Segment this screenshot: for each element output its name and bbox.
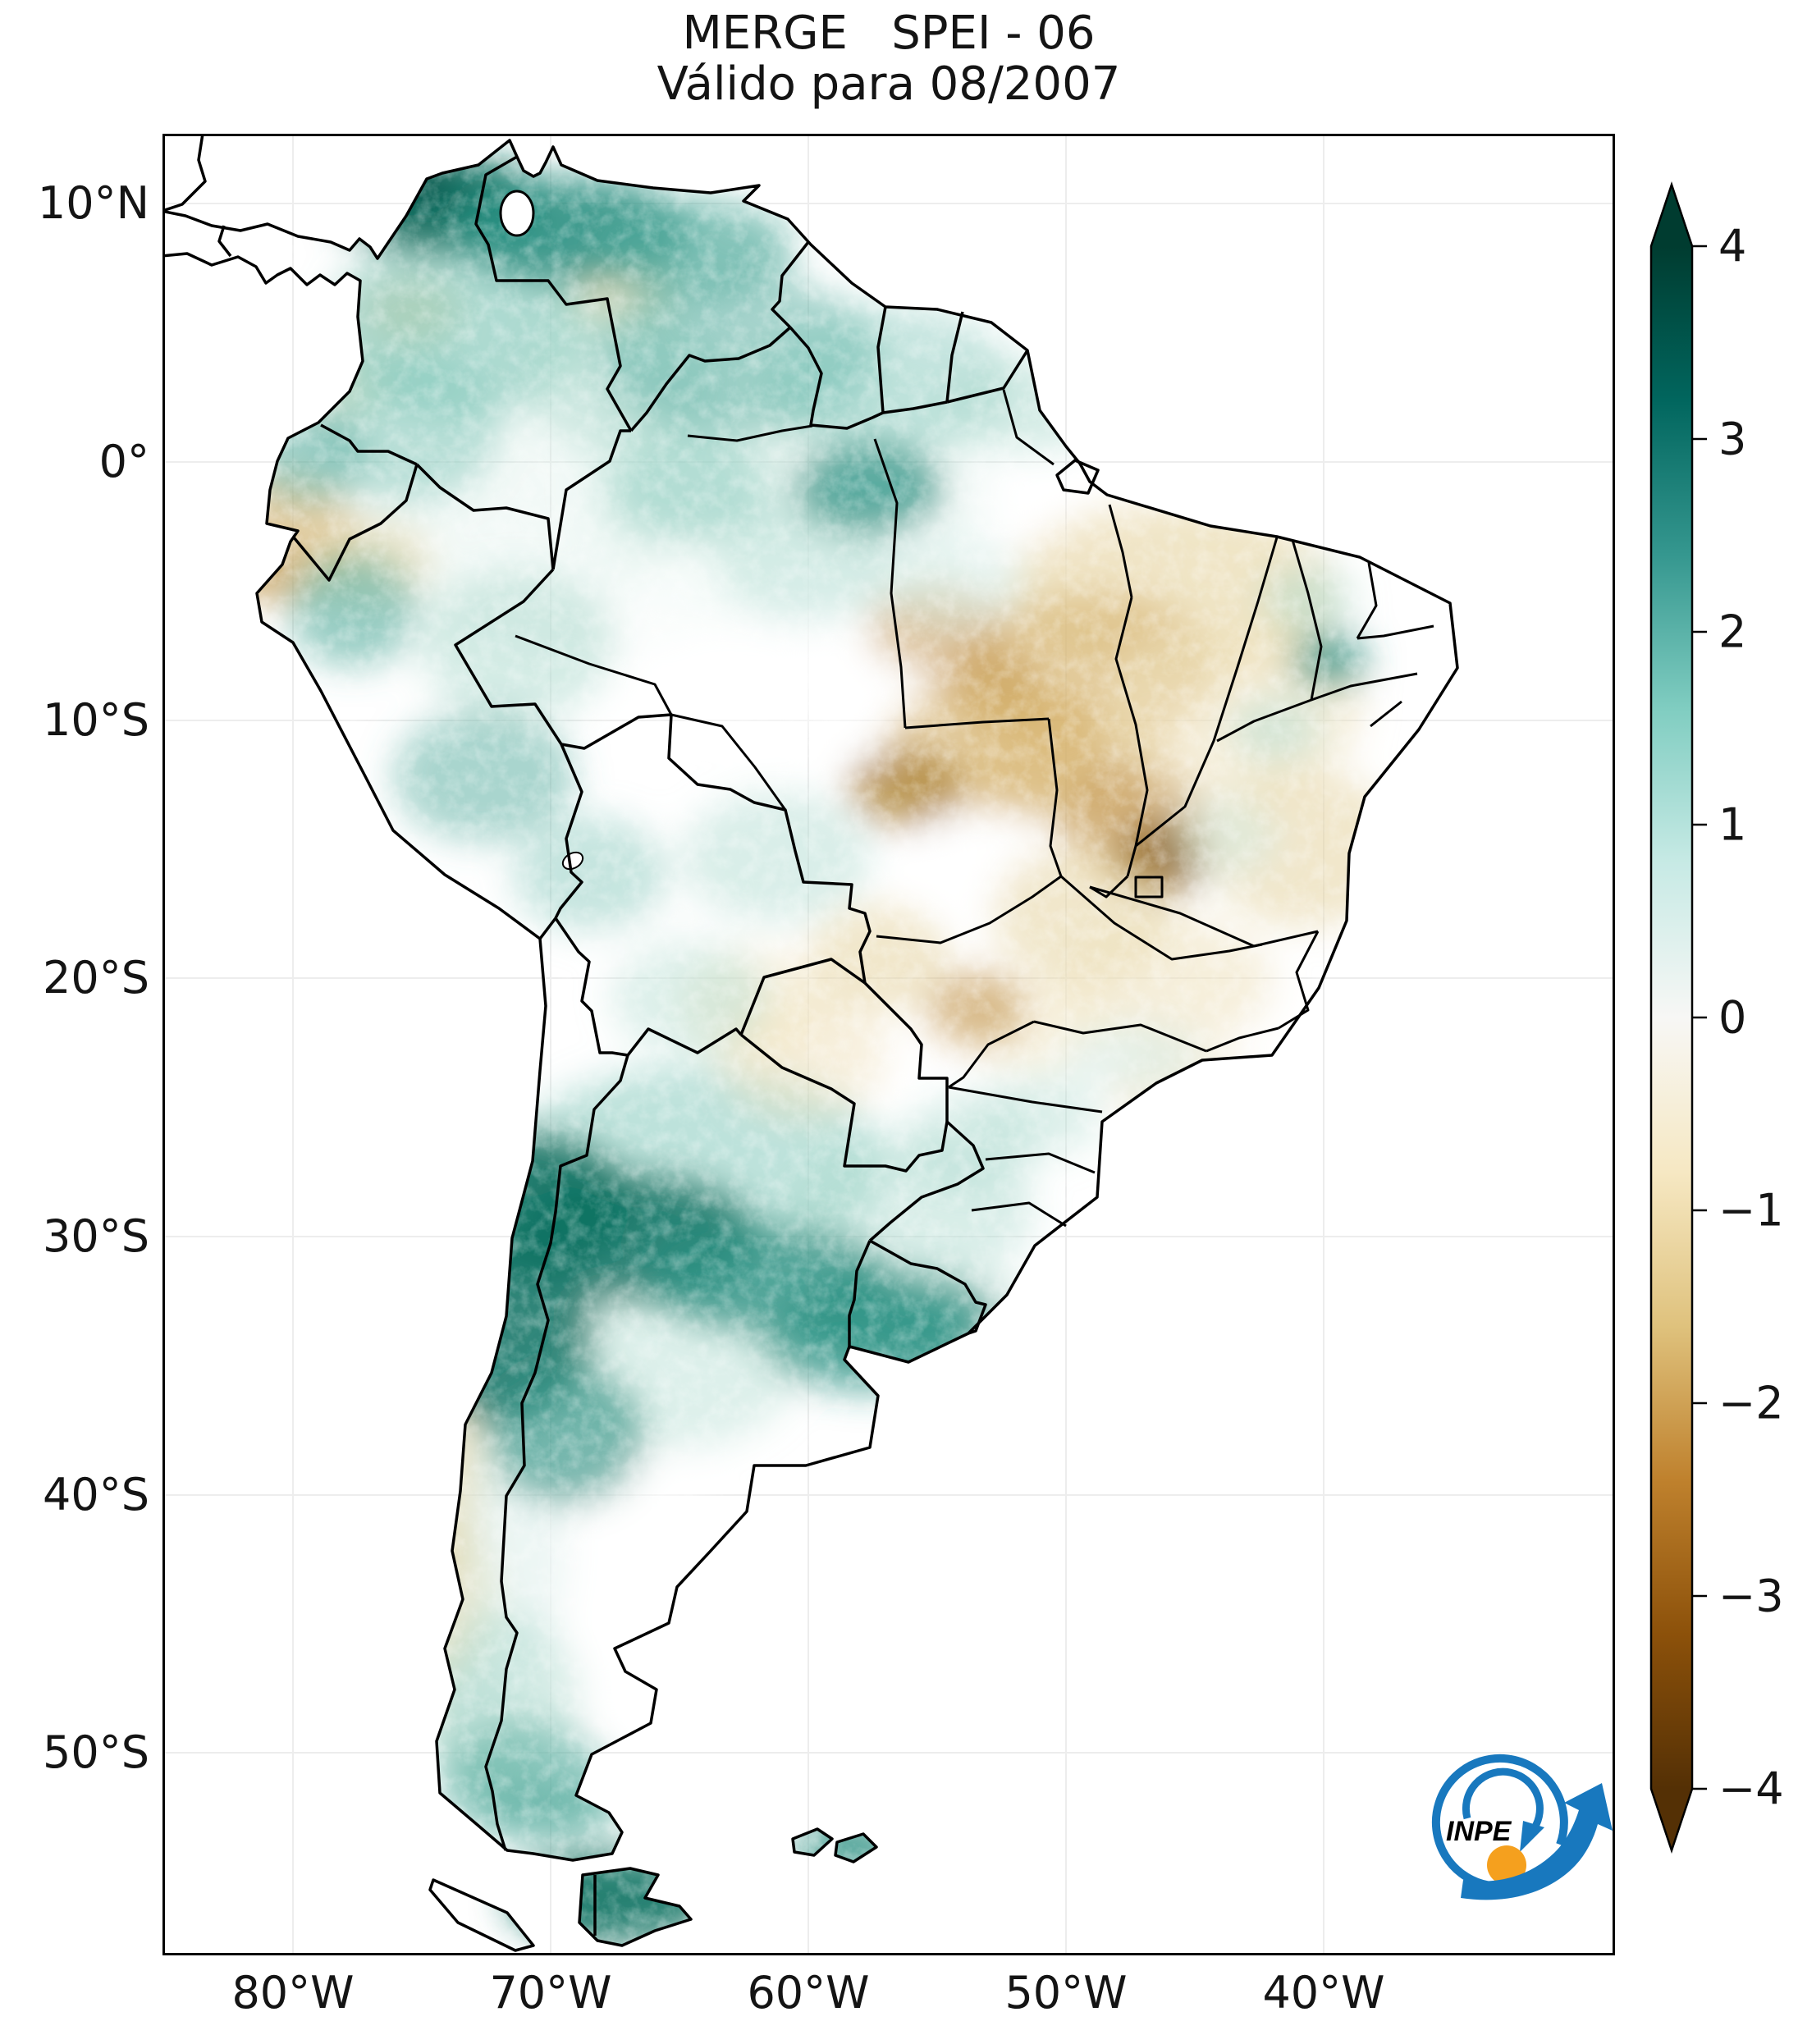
lat-tick-label: 50°S xyxy=(43,1726,149,1778)
colorbar-tick-label: 4 xyxy=(1718,221,1746,272)
lat-tick-label: 20°S xyxy=(43,952,149,1004)
lakes xyxy=(499,190,584,871)
colorbar-tick-label: 2 xyxy=(1718,606,1746,658)
west-falkland-island xyxy=(791,1827,834,1857)
lon-tick-label: 60°W xyxy=(747,1967,870,2019)
logo-text: INPE xyxy=(1446,1816,1512,1847)
lat-tick-label: 10°S xyxy=(43,694,149,746)
colorbar: 4 3 2 1 0 −1 −2 −3 −4 xyxy=(1649,181,1784,1854)
magallanes-strip xyxy=(428,1878,535,1952)
logo-up-arrow-icon xyxy=(1461,1783,1613,1900)
colorbar-tick-label: −4 xyxy=(1718,1763,1784,1815)
chart-title-block: MERGE SPEI - 06 Válido para 08/2007 xyxy=(162,8,1615,110)
central-america-coast xyxy=(162,134,207,213)
logo-inner-swirl xyxy=(1462,1767,1544,1835)
colorbar-tick-labels: 4 3 2 1 0 −1 −2 −3 −4 xyxy=(1718,221,1784,1815)
lake-maracaibo xyxy=(499,190,535,237)
logo-orange-dot xyxy=(1487,1845,1526,1885)
distrito-federal-border xyxy=(1134,876,1164,899)
lon-tick-label: 80°W xyxy=(231,1967,355,2019)
lon-tick-label: 50°W xyxy=(1004,1967,1128,2019)
colorbar-tick-label: 1 xyxy=(1718,799,1746,851)
tierra-del-fuego-island xyxy=(578,1867,693,1947)
lat-tick-label: 10°N xyxy=(37,177,149,229)
east-falkland-island xyxy=(834,1832,878,1863)
chart-title: MERGE SPEI - 06 xyxy=(682,7,1096,60)
chart-subtitle: Válido para 08/2007 xyxy=(657,57,1121,111)
axes-frame xyxy=(162,134,1615,1955)
lat-tick-label: 40°S xyxy=(43,1469,149,1520)
logo-swirl-arrowhead-icon xyxy=(1520,1821,1544,1852)
colorbar-tick-marks xyxy=(1692,245,1707,1790)
lat-tick-label: 0° xyxy=(98,436,149,487)
coastline xyxy=(162,134,1459,1952)
south-america-coast xyxy=(162,139,1459,1862)
map-canvas: INPE xyxy=(162,134,1615,1955)
lon-tick-label: 40°W xyxy=(1262,1967,1385,2019)
colorbar-tick-label: −1 xyxy=(1718,1185,1784,1237)
lon-tick-label: 70°W xyxy=(489,1967,612,2019)
state-borders xyxy=(515,389,1434,1228)
inpe-logo: INPE xyxy=(1431,1754,1613,1900)
colorbar-tick-label: −3 xyxy=(1718,1571,1784,1622)
colorbar-tick-label: −2 xyxy=(1718,1378,1784,1429)
lat-tick-label: 30°S xyxy=(43,1210,149,1262)
country-borders xyxy=(217,155,1029,1936)
colorbar-gradient-bar xyxy=(1649,181,1694,1854)
colorbar-tick-label: 3 xyxy=(1718,414,1746,465)
colorbar-tick-label: 0 xyxy=(1718,992,1746,1044)
logo-outer-swirl xyxy=(1431,1754,1568,1891)
marajo-island xyxy=(1055,459,1100,495)
